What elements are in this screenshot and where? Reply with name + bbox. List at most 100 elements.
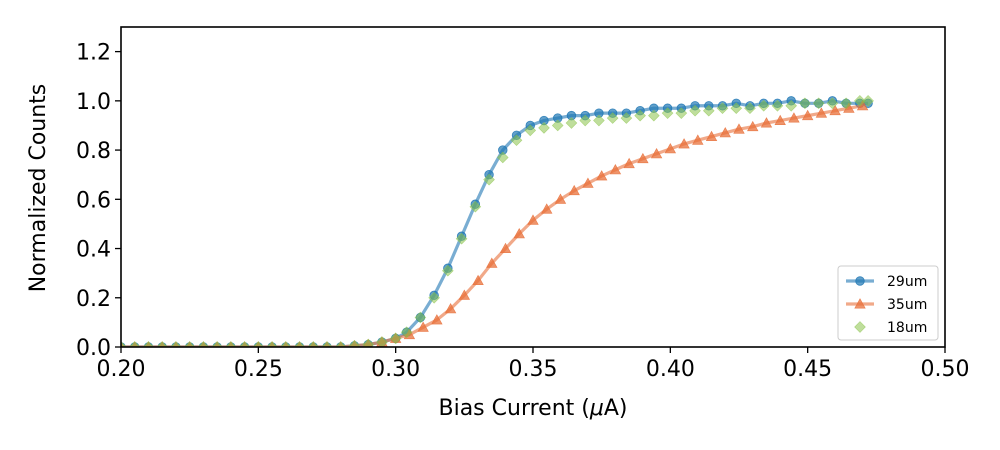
legend: 29um 35um 18um [837,265,939,341]
data-point-18um [483,173,495,186]
y-tick-label: 1.2 [76,41,111,66]
data-point-18um [675,107,688,119]
x-tick-label: 0.40 [646,357,695,382]
data-point-35um [815,107,828,118]
data-point-18um [362,338,375,347]
data-point-35um [733,123,745,134]
data-point-18um [854,95,866,107]
data-point-18um [211,341,223,347]
data-point-35um [527,214,539,225]
data-point-35um [623,157,635,169]
y-tick-label: 1.0 [76,90,111,115]
data-point-18um [648,109,660,122]
data-point-18um [307,341,320,347]
data-point-35um [431,314,443,325]
x-tick-label: 0.25 [234,357,283,382]
data-point-18um [156,341,169,347]
data-point-35um [760,117,773,128]
y-tick-label: 0.2 [76,287,111,312]
y-tick-label: 0.0 [76,336,111,361]
data-point-18um [121,341,127,347]
data-point-35um [582,177,594,188]
data-point-35um [444,303,457,314]
legend-label-35um: 35um [887,297,927,313]
data-point-18um [538,122,550,134]
series-line-35um [121,104,863,347]
data-point-35um [499,242,512,253]
series-line-29um [121,99,869,347]
data-point-18um [496,151,509,164]
data-point-18um [551,119,564,132]
x-tick-label: 0.50 [921,357,970,382]
data-point-18um [634,109,646,122]
data-point-35um [513,227,525,239]
data-point-35um [486,257,498,268]
x-axis-label: Bias Current (μA) [439,396,628,421]
data-point-18um [620,112,633,124]
data-point-35um [568,184,580,196]
data-point-18um [716,102,729,115]
data-point-18um [579,114,592,127]
data-point-18um [142,341,155,347]
data-point-18um [225,341,237,347]
data-point-35um [788,112,800,123]
data-point-18um [812,97,825,110]
y-tick-label: 0.6 [76,188,111,213]
data-point-18um [376,336,388,347]
data-point-18um [593,114,605,127]
data-point-18um [279,341,292,347]
data-point-35um [609,163,622,175]
data-point-18um [826,97,839,110]
x-axis-label-prefix: Bias Current ( [439,396,590,421]
data-point-35um [637,152,649,164]
axes-layer: 0.20 0.25 0.30 0.35 0.40 0.45 0.50 0.0 0.2 0.4 0.6… [76,26,970,382]
legend-label-29um: 29um [887,274,927,290]
legend-label-18um: 18um [887,320,927,336]
data-point-18um [744,102,756,115]
data-point-35um [664,143,677,154]
data-point-35um [801,109,814,121]
x-axis-label-suffix: A) [604,396,628,421]
legend-entry-18um: 18um [854,320,927,336]
x-tick-label: 0.30 [371,357,420,382]
data-point-35um [678,138,690,149]
data-point-35um [472,274,484,285]
data-point-35um [719,127,731,138]
data-point-18um [510,134,523,147]
x-tick-label: 0.20 [97,357,146,382]
data-point-18um [128,341,141,347]
data-point-35um [554,193,567,204]
plot-layer [121,95,874,347]
legend-marker-18um [854,321,866,333]
data-point-18um [757,99,770,112]
data-point-18um [730,102,743,115]
data-point-18um [293,341,306,347]
x-tick-label: 0.35 [509,357,558,382]
data-point-35um [692,134,704,145]
data-point-18um [606,112,619,124]
data-point-18um [840,97,852,110]
data-point-35um [595,170,608,181]
x-tick-label: 0.45 [783,357,832,382]
data-point-18um [785,99,798,112]
series-35um [121,99,869,347]
data-point-18um [321,341,333,347]
data-point-35um [829,104,841,116]
y-tick-label: 0.4 [76,238,111,263]
x-axis-label-greek: μ [589,396,604,421]
data-point-35um [458,289,471,300]
data-point-18um [442,264,454,277]
data-point-18um [252,341,265,347]
data-point-35um [541,203,553,214]
data-point-18um [799,97,811,110]
data-point-18um [238,341,251,347]
data-point-18um [389,332,402,345]
data-point-18um [428,291,440,304]
data-point-35um [774,114,786,125]
data-point-18um [414,311,427,324]
data-point-35um [747,120,759,132]
y-axis-label: Normalized Counts [26,84,51,293]
data-point-18um [334,341,347,347]
data-point-18um [702,104,715,117]
y-tick-label: 0.8 [76,139,111,164]
